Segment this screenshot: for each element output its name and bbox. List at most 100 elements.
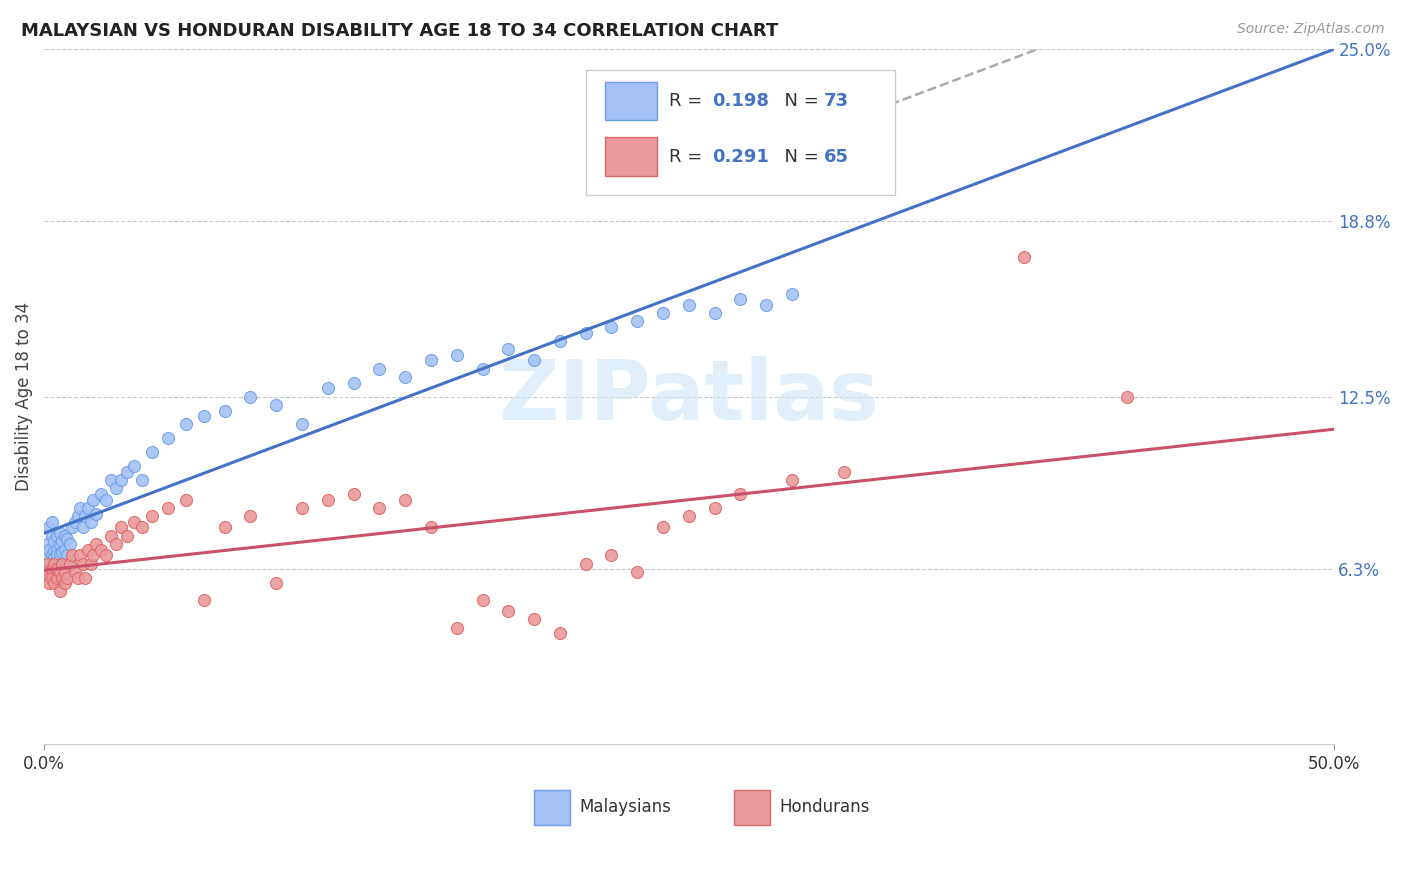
Point	[48, 548, 70, 562]
FancyBboxPatch shape	[605, 82, 657, 120]
Point	[41, 548, 63, 562]
Point	[51, 570, 73, 584]
Point	[316, 381, 339, 395]
FancyBboxPatch shape	[534, 789, 571, 824]
Point	[63, 565, 86, 579]
Point	[46, 562, 69, 576]
Text: R =: R =	[669, 92, 709, 110]
Point	[110, 520, 132, 534]
Point	[46, 557, 69, 571]
Point	[94, 492, 117, 507]
Point	[41, 562, 63, 576]
Point	[100, 529, 122, 543]
Point	[51, 557, 73, 571]
Point	[730, 292, 752, 306]
Point	[62, 520, 84, 534]
Point	[62, 548, 84, 562]
Point	[342, 376, 364, 390]
Point	[35, 537, 58, 551]
Point	[90, 542, 112, 557]
Point	[56, 532, 79, 546]
Point	[678, 298, 700, 312]
Point	[105, 482, 128, 496]
Point	[56, 570, 79, 584]
Point	[832, 465, 855, 479]
Point	[174, 492, 197, 507]
Point	[471, 361, 494, 376]
Point	[84, 537, 107, 551]
Point	[48, 584, 70, 599]
Point	[652, 306, 675, 320]
Point	[44, 557, 66, 571]
Point	[498, 343, 520, 357]
Point	[51, 545, 73, 559]
Point	[66, 509, 89, 524]
Point	[77, 542, 100, 557]
Point	[394, 492, 416, 507]
FancyBboxPatch shape	[586, 70, 896, 194]
Point	[44, 576, 66, 591]
Point	[46, 570, 69, 584]
Point	[548, 626, 571, 640]
Point	[193, 409, 215, 423]
Point	[38, 570, 60, 584]
Point	[110, 473, 132, 487]
Point	[652, 520, 675, 534]
Point	[56, 548, 79, 562]
Point	[291, 500, 314, 515]
Point	[48, 557, 70, 571]
Text: N =: N =	[773, 92, 824, 110]
Text: 0.291: 0.291	[711, 147, 769, 166]
Point	[69, 548, 91, 562]
Point	[72, 557, 94, 571]
Point	[730, 487, 752, 501]
Point	[38, 542, 60, 557]
Point	[66, 570, 89, 584]
Point	[100, 473, 122, 487]
Point	[82, 548, 104, 562]
Point	[53, 529, 76, 543]
Point	[105, 537, 128, 551]
Point	[419, 520, 441, 534]
Text: Hondurans: Hondurans	[779, 798, 869, 816]
Point	[523, 612, 546, 626]
Point	[156, 431, 179, 445]
FancyBboxPatch shape	[605, 137, 657, 176]
Text: N =: N =	[773, 147, 824, 166]
Point	[46, 548, 69, 562]
Point	[124, 515, 146, 529]
Point	[35, 565, 58, 579]
Point	[156, 500, 179, 515]
Point	[53, 565, 76, 579]
Point	[575, 557, 598, 571]
Point	[291, 417, 314, 432]
Point	[59, 557, 82, 571]
Point	[38, 520, 60, 534]
Point	[316, 492, 339, 507]
Point	[498, 604, 520, 618]
Point	[48, 565, 70, 579]
Point	[214, 520, 236, 534]
Point	[59, 537, 82, 551]
Point	[38, 557, 60, 571]
Point	[575, 326, 598, 340]
Point	[600, 320, 623, 334]
Point	[53, 576, 76, 591]
Point	[35, 548, 58, 562]
Point	[48, 526, 70, 541]
Point	[48, 537, 70, 551]
Point	[626, 565, 648, 579]
Point	[419, 353, 441, 368]
Point	[264, 398, 287, 412]
Point	[780, 286, 803, 301]
Point	[41, 570, 63, 584]
Point	[780, 473, 803, 487]
Point	[141, 445, 163, 459]
FancyBboxPatch shape	[734, 789, 770, 824]
Point	[75, 570, 97, 584]
Point	[131, 520, 153, 534]
Point	[193, 592, 215, 607]
Point	[368, 361, 391, 376]
Point	[394, 370, 416, 384]
Point	[239, 509, 262, 524]
